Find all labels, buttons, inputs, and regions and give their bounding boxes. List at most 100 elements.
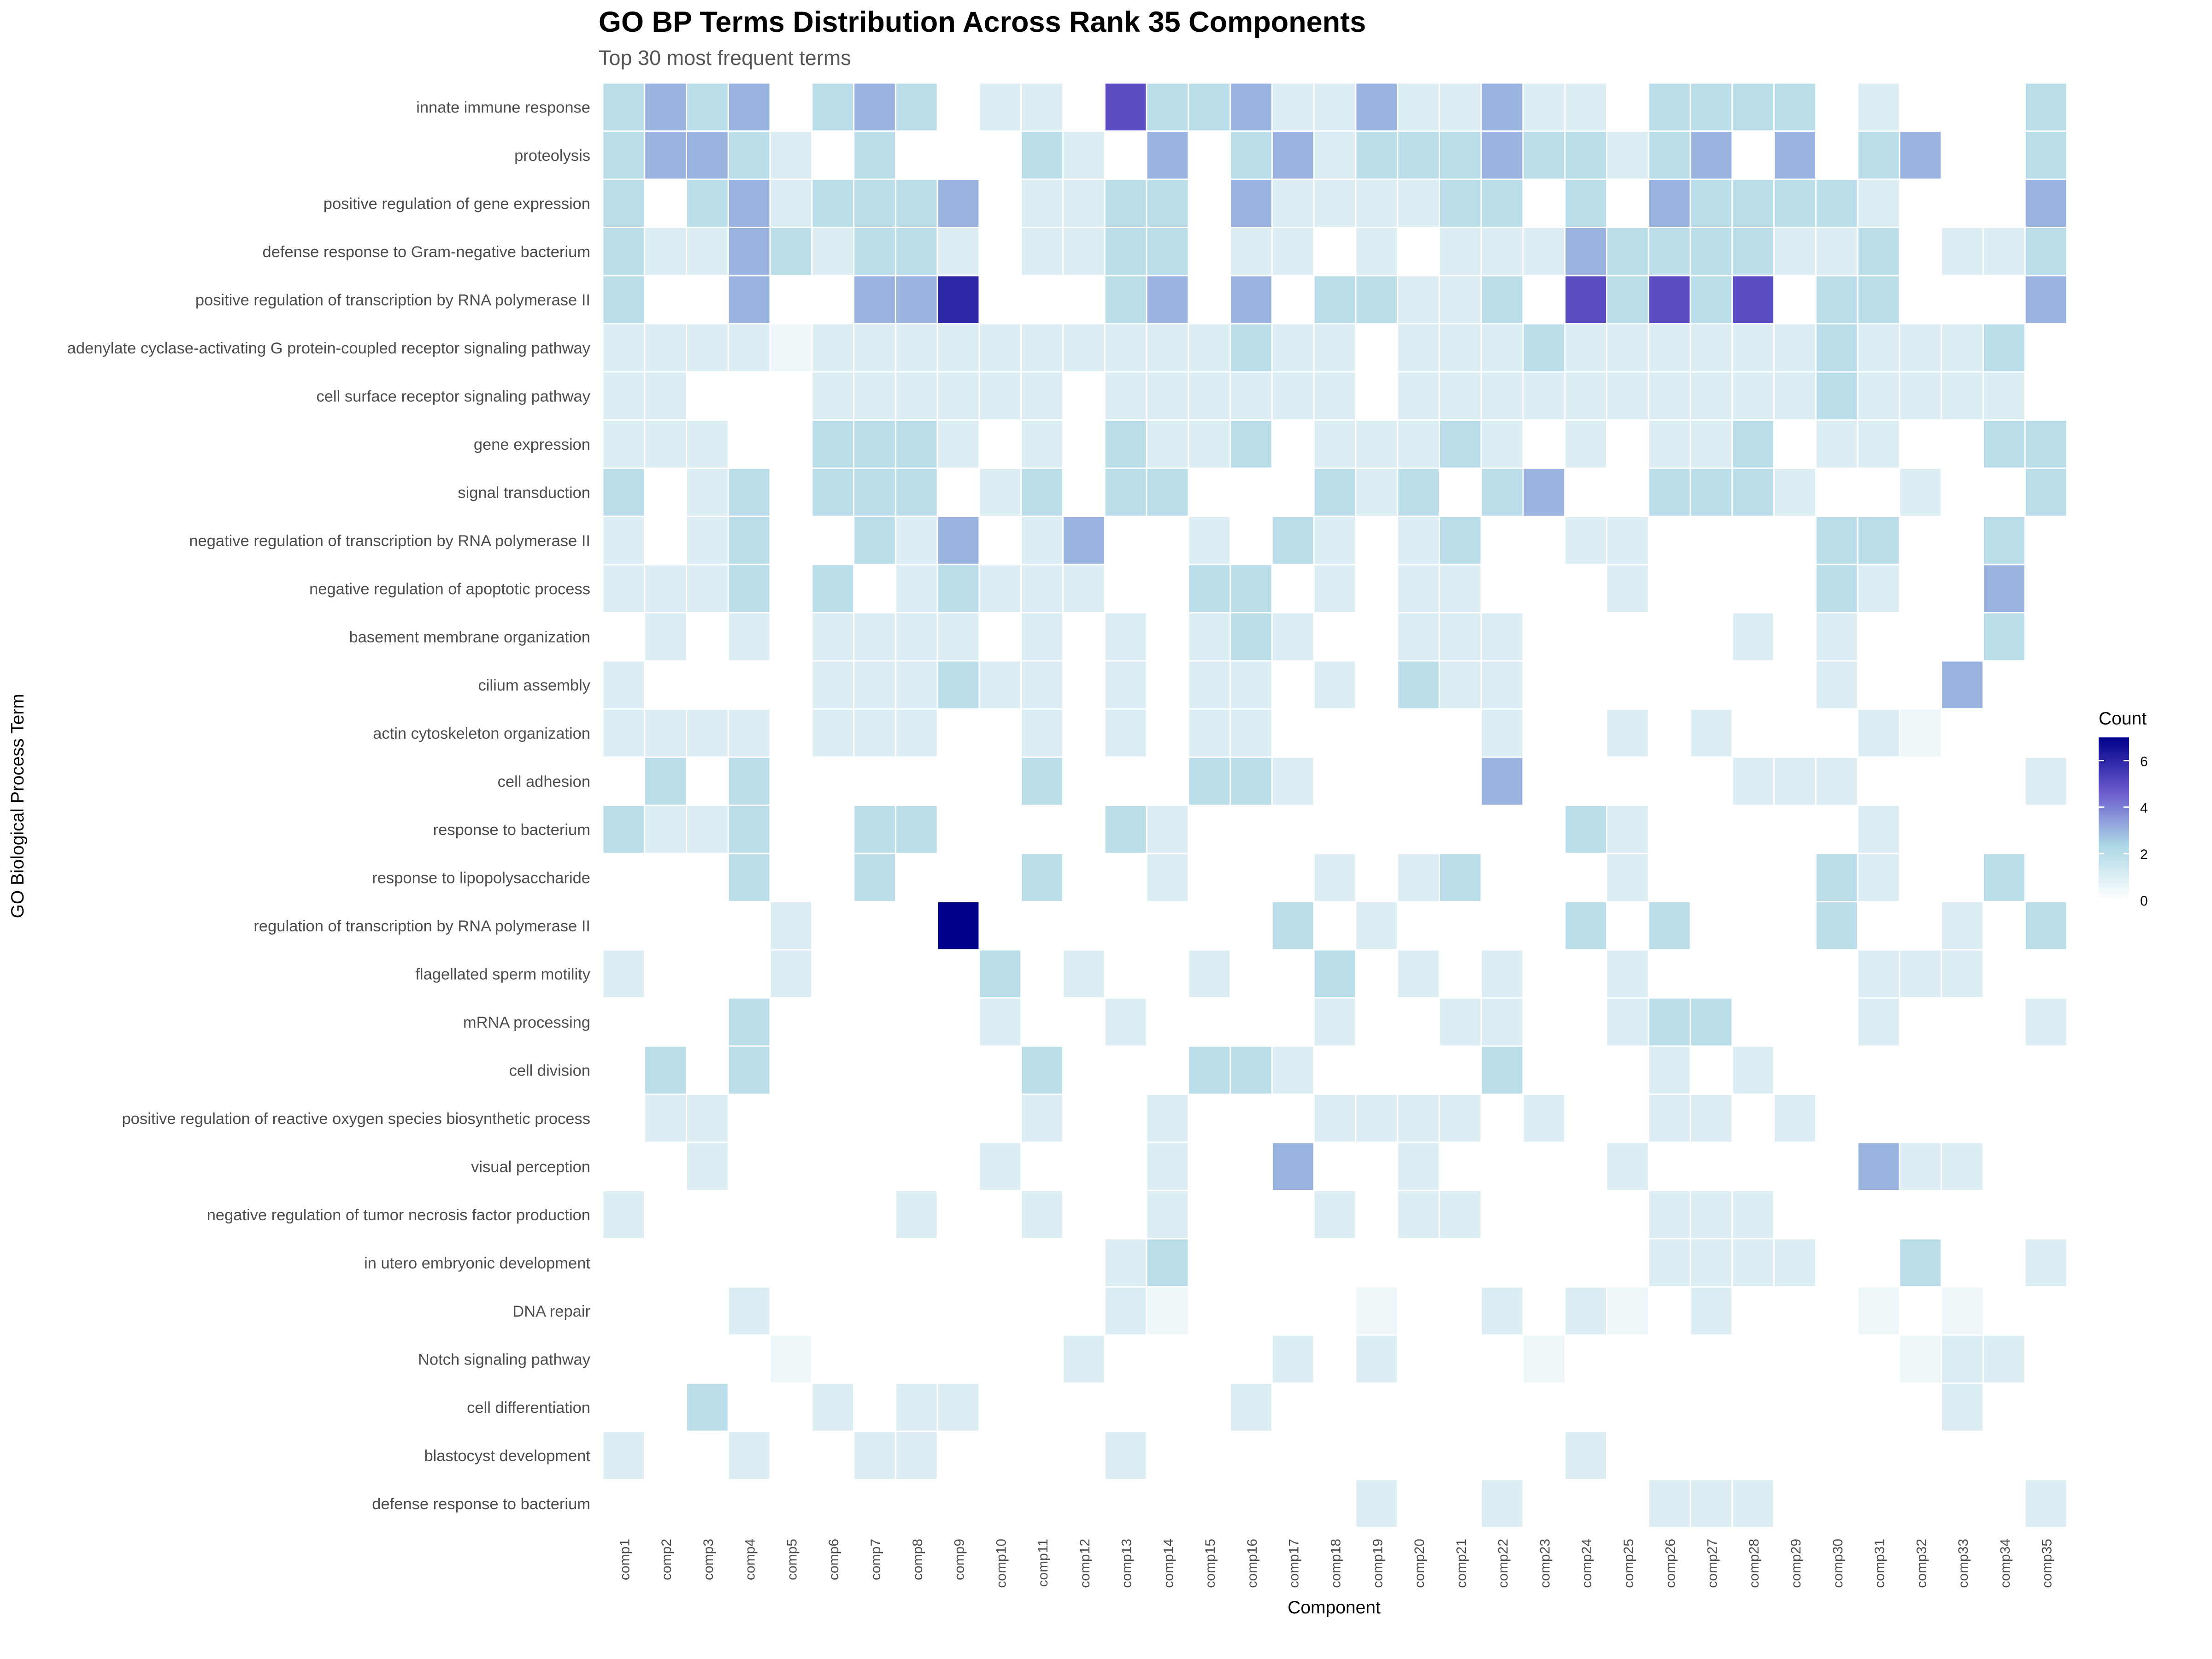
heatmap-cell [811,82,855,132]
heatmap-cell [1731,227,1775,276]
heatmap-cell [1230,178,1273,229]
heatmap-cell [769,949,813,999]
heatmap-cell [644,1045,688,1095]
heatmap-cell [727,756,771,806]
heatmap-cell [811,564,855,614]
heatmap-cell [1564,1286,1608,1336]
heatmap-cell [1606,130,1649,180]
heatmap-cell [1438,660,1482,710]
heatmap-cell [1773,467,1817,517]
x-axis-label: Component [1288,1598,1381,1618]
heatmap-cell [686,1141,729,1191]
heatmap-cell [811,419,855,469]
heatmap-cell [1689,227,1733,276]
heatmap-cell [1564,227,1608,276]
heatmap-cell [686,564,729,614]
heatmap-cell [978,467,1022,517]
heatmap-cell [1313,997,1357,1047]
heatmap-cell [1062,1334,1106,1384]
heatmap-cell [1857,275,1900,324]
heatmap-cell [1941,371,1984,421]
heatmap-cell [1146,82,1189,132]
heatmap-cell [1104,612,1147,662]
heatmap-cell [644,1094,688,1143]
heatmap-cell [1020,130,1064,180]
heatmap-cell [1606,275,1649,324]
heatmap-cell [1397,516,1440,565]
heatmap-cell [686,130,729,180]
heatmap-cell [1230,419,1273,469]
heatmap-cell [1857,853,1900,902]
heatmap-cell [1480,1286,1524,1336]
heatmap-cell [853,323,896,373]
heatmap-cell [1857,708,1900,758]
heatmap-cell [1731,371,1775,421]
heatmap-cell [1313,853,1357,902]
heatmap-cell [936,901,980,951]
heatmap-cell [1606,708,1649,758]
heatmap-cell [1397,612,1440,662]
x-tick-label: comp15 [1203,1539,1218,1588]
heatmap-cell [1146,853,1189,902]
heatmap-cell [1982,371,2026,421]
heatmap-cell [978,323,1022,373]
x-tick-label: comp30 [1830,1539,1846,1588]
heatmap-cell [1397,419,1440,469]
heatmap-cell [1438,1094,1482,1143]
heatmap-cell [727,516,771,565]
heatmap-cell [1397,660,1440,710]
heatmap-cell [1815,756,1859,806]
heatmap-cell [1355,1286,1399,1336]
heatmap-cell [1020,419,1064,469]
heatmap-cell [1020,323,1064,373]
heatmap-cell [1146,130,1189,180]
heatmap-cell [1606,1286,1649,1336]
heatmap-cell [894,467,938,517]
heatmap-cell [1146,1286,1189,1336]
heatmap-cell [1564,178,1608,229]
x-tick-label: comp14 [1161,1539,1176,1588]
y-tick-label: proteolysis [514,147,590,165]
heatmap-cell [811,323,855,373]
heatmap-cell [1689,371,1733,421]
heatmap-cell [853,516,896,565]
heatmap-cell [1731,323,1775,373]
heatmap-cell [1731,275,1775,324]
heatmap-cell [769,323,813,373]
heatmap-cell [644,82,688,132]
heatmap-cell [1188,371,1231,421]
heatmap-cell [1438,371,1482,421]
heatmap-cell [811,1382,855,1432]
heatmap-cell [978,82,1022,132]
heatmap-cell [853,612,896,662]
heatmap-cell [2024,227,2068,276]
x-tick-label: comp18 [1329,1539,1344,1588]
heatmap-cell [1731,178,1775,229]
heatmap-cell [644,323,688,373]
heatmap-cell [1271,323,1315,373]
heatmap-cell [1230,371,1273,421]
heatmap-cell [894,805,938,854]
heatmap-cell [1731,1045,1775,1095]
x-tick-label: comp24 [1579,1539,1594,1588]
y-tick-label: cilium assembly [478,677,591,694]
heatmap-cell [1188,323,1231,373]
heatmap-cell [1020,371,1064,421]
heatmap-cell [1606,371,1649,421]
heatmap-cell [1606,997,1649,1047]
heatmap-cell [1438,853,1482,902]
heatmap-cell [853,419,896,469]
heatmap-cell [686,467,729,517]
heatmap-cell [727,275,771,324]
heatmap-cell [1104,1238,1147,1288]
heatmap-cell [1564,371,1608,421]
y-tick-label: positive regulation of gene expression [324,195,590,212]
y-tick-label: signal transduction [458,484,590,501]
heatmap-cell [1271,1045,1315,1095]
heatmap-cell [853,227,896,276]
legend-tick-label: 6 [2140,754,2148,770]
heatmap-cell [1230,660,1273,710]
heatmap-cell [894,708,938,758]
heatmap-cell [894,227,938,276]
